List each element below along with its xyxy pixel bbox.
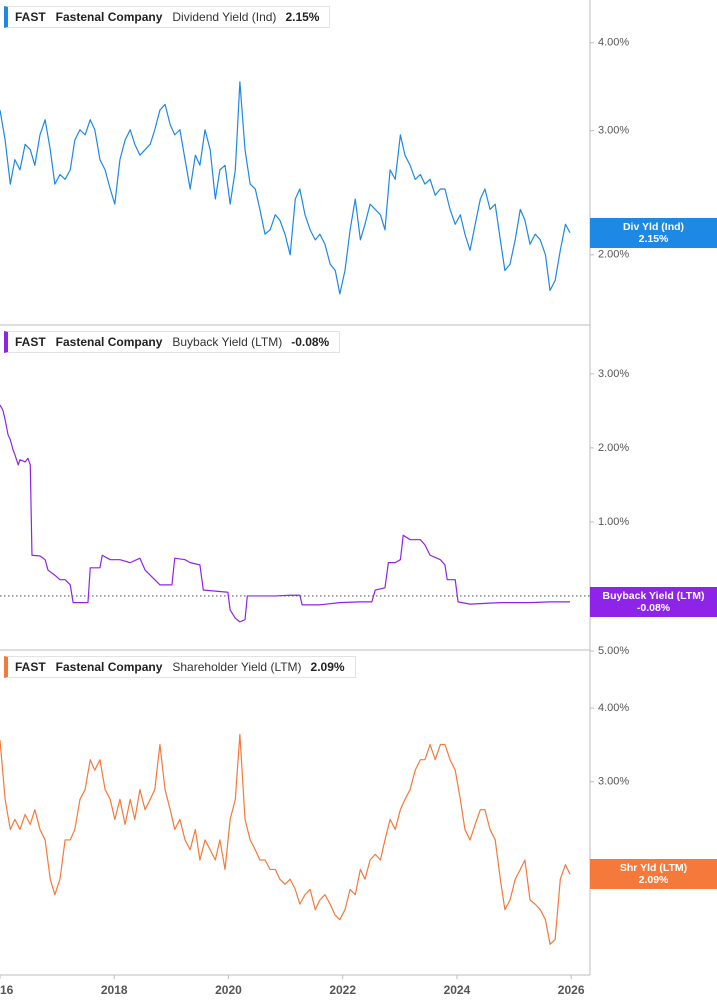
y-tick-label: 1.00%: [598, 516, 629, 528]
legend: FAST Fastenal Company Shareholder Yield (L…: [4, 656, 356, 678]
legend-current-value: 2.15%: [285, 10, 320, 24]
x-tick-label: 2020: [215, 983, 242, 997]
tag-value: -0.08%: [636, 601, 671, 614]
tag-name: Div Yld (Ind): [622, 220, 685, 233]
y-tick-label: 5.00%: [598, 645, 629, 657]
x-tick-label: 2022: [329, 983, 356, 997]
tag-name: Buyback Yield (LTM): [602, 589, 705, 602]
y-tick-label: 4.00%: [598, 37, 629, 49]
legend-ticker: FAST: [15, 335, 46, 349]
legend-series-name: Dividend Yield (Ind): [172, 10, 277, 24]
legend-ticker: FAST: [15, 660, 46, 674]
legend-current-value: -0.08%: [291, 335, 330, 349]
legend: FAST Fastenal Company Buyback Yield (LTM) -…: [4, 331, 341, 353]
legend: FAST Fastenal Company Dividend Yield (Ind)…: [4, 6, 331, 28]
current-value-tag: Div Yld (Ind) 2.15%: [590, 217, 717, 248]
legend-series-name: Shareholder Yield (LTM): [172, 660, 302, 674]
legend-company: Fastenal Company: [55, 660, 163, 674]
current-value-tag: Buyback Yield (LTM) -0.08%: [590, 586, 717, 617]
y-tick-label: 4.00%: [598, 702, 629, 714]
tag-value: 2.09%: [638, 874, 669, 887]
x-tick-label: 2024: [444, 983, 471, 997]
current-value-tag: Shr Yld (LTM) 2.09%: [590, 859, 717, 890]
x-tick-label: 2018: [101, 983, 128, 997]
legend-ticker: FAST: [15, 10, 46, 24]
y-tick-label: 3.00%: [598, 368, 629, 380]
tag-value: 2.15%: [638, 232, 669, 245]
series-line: [0, 733, 571, 945]
y-tick-label: 3.00%: [598, 776, 629, 788]
y-tick-label: 2.00%: [598, 442, 629, 454]
series-line: [0, 404, 571, 623]
x-tick-label: 16: [0, 983, 14, 997]
x-tick-label: 2026: [558, 983, 585, 997]
legend-current-value: 2.09%: [310, 660, 345, 674]
legend-company: Fastenal Company: [55, 335, 163, 349]
y-tick-label: 3.00%: [598, 125, 629, 137]
series-line: [0, 81, 571, 295]
legend-series-name: Buyback Yield (LTM): [172, 335, 283, 349]
y-tick-label: 2.00%: [598, 249, 629, 261]
tag-name: Shr Yld (LTM): [619, 862, 688, 875]
legend-company: Fastenal Company: [55, 10, 163, 24]
